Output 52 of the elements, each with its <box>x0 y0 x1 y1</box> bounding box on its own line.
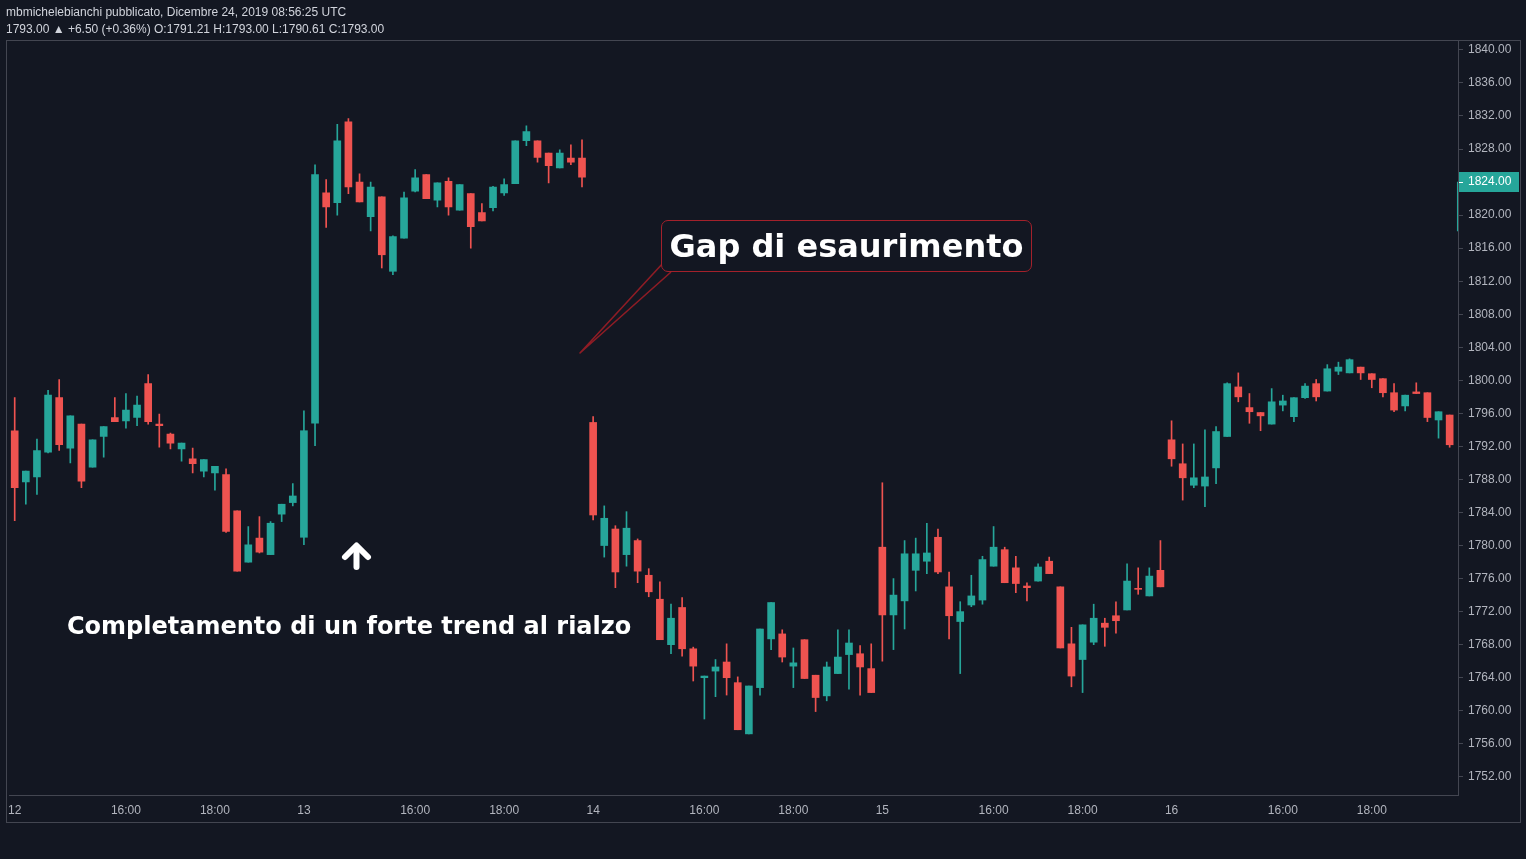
x-tick-label: 14 <box>586 802 601 817</box>
y-tick-label: 1812.00 <box>1468 273 1512 288</box>
y-tick-label: 1824.00 <box>1468 174 1512 189</box>
y-tick-label: 1800.00 <box>1468 372 1512 387</box>
x-tick-label: 16:00 <box>400 802 431 817</box>
candlestick <box>1201 429 1209 508</box>
x-tick-label: 16:00 <box>110 802 142 817</box>
x-tick-label: 16:00 <box>1267 802 1299 817</box>
y-tick-label: 1832.00 <box>1468 108 1512 123</box>
candlestick <box>956 601 965 674</box>
y-tick-label: 1828.00 <box>1468 141 1512 156</box>
y-tick-label: 1772.00 <box>1468 603 1512 618</box>
x-tick-label: 16:00 <box>689 802 720 817</box>
y-tick-label: 1756.00 <box>1468 736 1512 751</box>
y-tick-label: 1836.00 <box>1468 75 1512 90</box>
candlestick <box>1189 443 1198 489</box>
y-tick-label: 1840.00 <box>1468 42 1512 57</box>
y-tick-label: 1796.00 <box>1468 405 1512 420</box>
x-tick-label: 18:00 <box>199 802 231 817</box>
candlestick <box>845 629 853 690</box>
y-tick-label: 1768.00 <box>1468 636 1512 651</box>
y-tick-label: 1820.00 <box>1468 207 1512 222</box>
candlestick <box>1100 617 1109 647</box>
chart-title: mbmichelebianchi pubblicato, Dicembre 24, 2019 08:56:25 UTC <box>6 5 347 19</box>
x-tick-label: 16:00 <box>978 802 1009 817</box>
candlestick <box>110 397 119 422</box>
y-tick-label: 1780.00 <box>1468 537 1512 552</box>
y-tick-label: 1752.00 <box>1468 769 1512 784</box>
candlestick <box>1112 601 1120 634</box>
candlestick <box>1134 567 1143 595</box>
y-tick-label: 1764.00 <box>1468 670 1512 685</box>
y-tick-label: 1776.00 <box>1468 570 1512 585</box>
candlestick <box>923 522 931 574</box>
x-tick-label: 15 <box>875 802 890 817</box>
x-tick-label: 12 <box>8 802 22 817</box>
x-tick-label: 18:00 <box>1067 802 1098 817</box>
y-tick-label: 1804.00 <box>1468 339 1512 354</box>
y-tick-label: 1816.00 <box>1468 240 1512 255</box>
x-tick-label: 13 <box>297 802 311 817</box>
x-tick-label: 18:00 <box>1356 802 1388 817</box>
x-tick-label: 18:00 <box>778 802 809 817</box>
candlestick <box>188 447 197 474</box>
annotation: Completamento di un forte trend al rialzo <box>67 612 632 640</box>
y-tick-label: 1784.00 <box>1468 504 1512 519</box>
y-tick-label: 1808.00 <box>1468 306 1512 321</box>
annotation: Gap di esaurimento <box>661 220 1032 272</box>
chart-subtitle: 1793.00 ▲ +6.50 (+0.36%) O:1791.21 H:1793.00 L:1790.61 C:1793.00 <box>6 22 385 36</box>
y-tick-label: 1792.00 <box>1468 438 1512 453</box>
x-tick-label: 18:00 <box>489 802 520 817</box>
y-tick-label: 1788.00 <box>1468 471 1512 486</box>
y-tick-label: 1760.00 <box>1468 703 1512 718</box>
x-tick-label: 16 <box>1164 802 1179 817</box>
